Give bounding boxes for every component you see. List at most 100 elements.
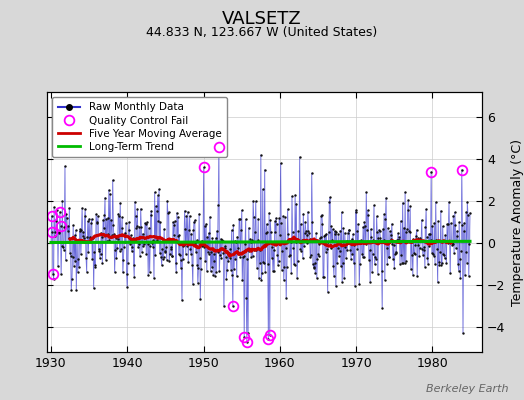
Point xyxy=(84,218,92,224)
Point xyxy=(292,200,301,207)
Point xyxy=(128,244,137,250)
Point xyxy=(437,262,445,268)
Point xyxy=(442,238,450,245)
Point xyxy=(322,230,331,237)
Point xyxy=(233,273,241,280)
Point xyxy=(362,189,370,196)
Point xyxy=(132,213,140,219)
Point xyxy=(355,238,363,244)
Point xyxy=(368,269,376,276)
Point xyxy=(261,269,269,275)
Point xyxy=(256,260,265,266)
Point xyxy=(126,238,135,244)
Point xyxy=(154,192,162,199)
Point xyxy=(84,249,93,256)
Point xyxy=(96,255,104,261)
Point xyxy=(275,215,283,222)
Point xyxy=(109,222,117,228)
Point xyxy=(222,254,230,260)
Point xyxy=(403,226,411,232)
Point xyxy=(216,236,225,242)
Point xyxy=(74,256,82,262)
Point xyxy=(79,229,88,236)
Point xyxy=(318,221,326,228)
Point xyxy=(124,227,133,233)
Point xyxy=(70,262,78,269)
Point xyxy=(111,247,119,253)
Point xyxy=(52,218,60,224)
Point xyxy=(141,220,150,227)
Point xyxy=(138,249,146,255)
Point xyxy=(127,248,136,254)
Point xyxy=(425,231,434,238)
Point xyxy=(466,210,474,216)
Point xyxy=(297,248,305,254)
Point xyxy=(248,253,257,260)
Point xyxy=(281,214,289,220)
Point xyxy=(300,230,309,236)
Point xyxy=(239,254,247,260)
Point xyxy=(323,289,332,295)
Point xyxy=(358,254,367,260)
Point xyxy=(311,260,319,266)
Legend: Raw Monthly Data, Quality Control Fail, Five Year Moving Average, Long-Term Tren: Raw Monthly Data, Quality Control Fail, … xyxy=(52,97,227,157)
Point xyxy=(251,229,259,235)
Point xyxy=(330,273,338,279)
Point xyxy=(90,249,99,255)
Point xyxy=(180,207,189,214)
Point xyxy=(335,253,343,260)
Point xyxy=(126,240,134,247)
Point xyxy=(431,261,439,268)
Point xyxy=(133,206,141,212)
Point xyxy=(218,236,226,243)
Point xyxy=(66,250,74,257)
Point xyxy=(425,242,433,249)
Point xyxy=(310,264,319,270)
Point xyxy=(302,232,311,238)
Point xyxy=(389,256,397,262)
Point xyxy=(450,249,458,256)
Point xyxy=(159,256,167,262)
Point xyxy=(291,192,299,198)
Point xyxy=(345,227,353,234)
Point xyxy=(414,234,423,241)
Point xyxy=(311,270,320,276)
Point xyxy=(382,194,390,201)
Point xyxy=(439,223,447,230)
Point xyxy=(188,262,196,268)
Point xyxy=(225,250,233,256)
Point xyxy=(424,261,432,267)
Point xyxy=(177,264,185,271)
Point xyxy=(261,230,270,236)
Point xyxy=(291,239,300,245)
Point xyxy=(464,212,472,218)
Point xyxy=(97,230,105,236)
Point xyxy=(409,272,417,278)
Point xyxy=(353,228,361,234)
Point xyxy=(202,220,210,227)
Point xyxy=(429,251,438,258)
Point xyxy=(263,221,271,227)
Point xyxy=(79,233,87,239)
Point xyxy=(434,218,442,224)
Point xyxy=(206,268,215,274)
Point xyxy=(195,210,203,217)
Point xyxy=(264,261,272,267)
Point xyxy=(328,237,336,243)
Point xyxy=(213,249,222,255)
Point xyxy=(462,208,471,215)
Point xyxy=(189,281,197,288)
Point xyxy=(390,265,399,271)
Point xyxy=(391,248,400,255)
Point xyxy=(220,303,228,309)
Point xyxy=(92,211,100,217)
Point xyxy=(421,264,429,270)
Point xyxy=(330,228,339,234)
Point xyxy=(162,256,171,263)
Point xyxy=(123,271,131,277)
Point xyxy=(274,262,282,268)
Point xyxy=(373,213,381,219)
Point xyxy=(266,217,275,223)
Point xyxy=(254,215,263,222)
Point xyxy=(179,256,188,262)
